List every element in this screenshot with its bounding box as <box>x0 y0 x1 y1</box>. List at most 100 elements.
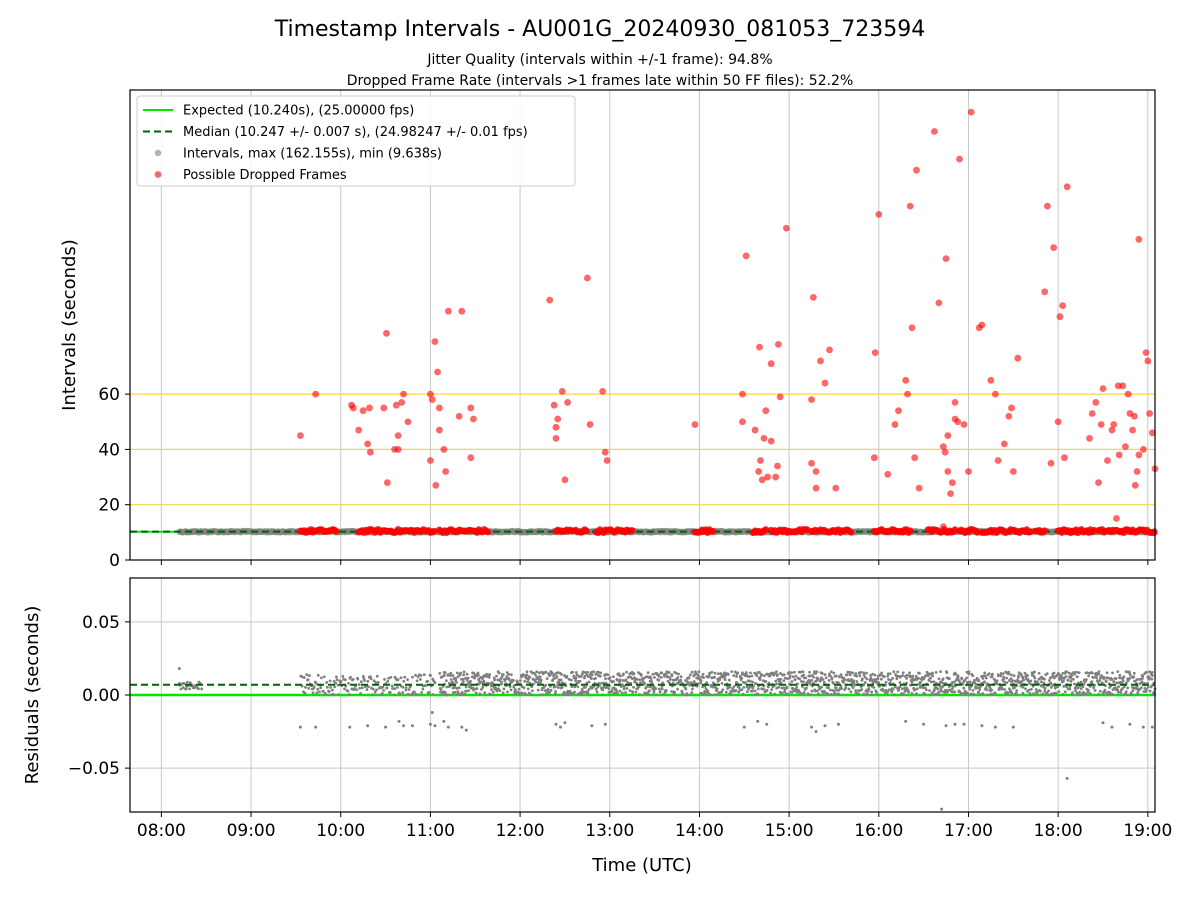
residual-point <box>415 679 419 683</box>
residual-point <box>1124 692 1128 696</box>
residual-point <box>501 691 505 695</box>
residual-point <box>438 671 442 675</box>
dropped-frame-point <box>884 470 892 478</box>
dropped-frame-point <box>312 390 320 398</box>
residual-point <box>786 677 789 681</box>
residual-point <box>679 678 683 682</box>
dropped-frame-point <box>1104 457 1111 464</box>
residual-point <box>918 671 921 675</box>
residual-point <box>594 677 597 680</box>
residual-point <box>401 691 405 694</box>
residual-point <box>1145 688 1148 691</box>
residual-point <box>736 671 740 675</box>
residual-point <box>893 693 897 697</box>
dropped-frame-point <box>1009 468 1017 475</box>
residual-point <box>820 671 824 675</box>
residual-point <box>619 674 622 678</box>
residual-point <box>931 674 935 678</box>
residual-point <box>584 685 587 689</box>
residual-point <box>667 671 671 674</box>
residual-point <box>386 679 390 683</box>
residual-point <box>478 692 482 696</box>
dropped-frame-point <box>383 479 391 486</box>
x-tick-label: 10:00 <box>316 821 365 841</box>
residual-point <box>618 678 622 682</box>
residual-point <box>745 690 749 694</box>
residual-point <box>968 687 972 691</box>
legend-label: Median (10.247 +/- 0.007 s), (24.98247 +… <box>183 125 528 140</box>
residual-point <box>527 678 530 681</box>
residual-point <box>300 675 304 679</box>
residual-point <box>928 689 931 692</box>
residual-point <box>1074 689 1077 693</box>
residual-point <box>430 711 434 715</box>
residual-point <box>651 687 655 690</box>
residual-point <box>555 674 559 678</box>
dropped-frame-point <box>1150 529 1158 536</box>
residual-point <box>508 685 512 689</box>
residual-point <box>537 678 541 681</box>
residual-point <box>999 674 1003 678</box>
y-tick-label: 60 <box>98 385 120 405</box>
dropped-frame-point <box>1133 468 1141 475</box>
residual-point <box>758 678 762 682</box>
dropped-frame-point <box>758 476 766 484</box>
residual-point <box>454 676 458 680</box>
dropped-frame-point <box>427 457 434 464</box>
residual-point <box>755 674 759 678</box>
residual-point <box>569 691 573 695</box>
residual-point <box>1110 725 1114 729</box>
residual-point <box>1081 685 1085 689</box>
residual-point <box>372 679 376 683</box>
residual-point <box>1118 676 1121 680</box>
residual-point <box>1090 680 1094 684</box>
residual-point <box>650 680 654 683</box>
residual-point <box>956 674 960 678</box>
residual-point <box>986 688 989 692</box>
residual-point <box>791 675 795 679</box>
residual-point <box>495 674 498 678</box>
x-tick-label: 12:00 <box>496 821 545 841</box>
dropped-frame-point <box>978 321 986 329</box>
dropped-frame-point <box>812 468 820 475</box>
residual-point <box>943 691 947 694</box>
residual-point <box>954 672 958 676</box>
residual-point <box>845 673 849 677</box>
residual-point <box>522 686 526 690</box>
residual-point <box>595 690 599 694</box>
residual-point <box>427 691 431 694</box>
dropped-frame-point <box>691 421 699 428</box>
residual-point <box>1097 672 1101 676</box>
residual-point <box>537 680 540 684</box>
residual-point <box>455 680 458 684</box>
residual-point <box>714 693 718 697</box>
dropped-frame-point <box>832 484 840 492</box>
residual-point <box>787 671 791 674</box>
dropped-frame-point <box>739 418 746 426</box>
residual-point <box>453 690 457 694</box>
residual-point <box>307 674 311 677</box>
residual-point <box>727 678 731 682</box>
residual-point <box>188 681 192 685</box>
dropped-frame-point <box>392 401 400 409</box>
residual-point <box>459 671 463 675</box>
residual-point <box>793 678 797 681</box>
residual-point <box>839 673 843 677</box>
residual-point <box>335 678 339 682</box>
residual-point <box>306 678 310 682</box>
residual-point <box>751 689 754 693</box>
residual-point <box>732 674 736 678</box>
residual-point <box>374 681 378 684</box>
residual-point <box>467 689 470 693</box>
residual-point <box>908 671 911 675</box>
residual-point <box>794 674 798 678</box>
residual-point <box>924 688 928 692</box>
dropped-frame-point <box>380 404 388 412</box>
residual-point <box>587 680 591 684</box>
residual-point <box>496 678 500 682</box>
residual-point <box>348 725 352 729</box>
residual-point <box>548 691 551 694</box>
residual-point <box>972 678 976 682</box>
residual-point <box>663 675 666 678</box>
residual-point <box>747 675 751 679</box>
